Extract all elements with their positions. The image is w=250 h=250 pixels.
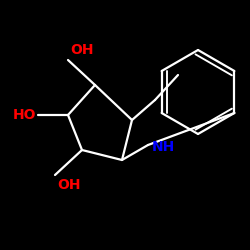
Text: HO: HO <box>12 108 36 122</box>
Text: OH: OH <box>70 43 94 57</box>
Text: OH: OH <box>57 178 80 192</box>
Text: NH: NH <box>152 140 175 154</box>
